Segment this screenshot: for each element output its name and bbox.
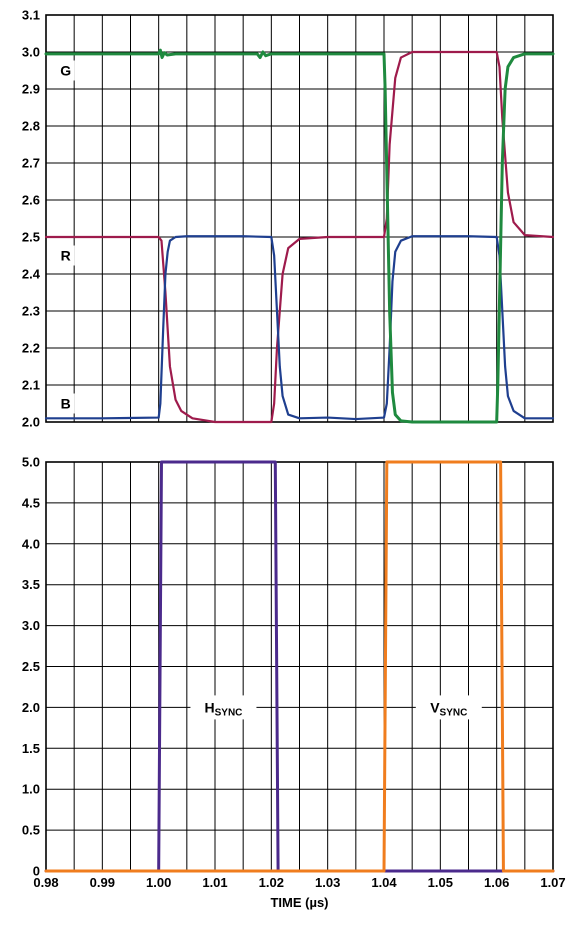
rgb-panel-ytick-label: 2.9 bbox=[22, 82, 40, 97]
rgb-panel-ytick-label: 2.5 bbox=[22, 230, 40, 245]
sync-panel-ytick-label: 4.5 bbox=[22, 495, 40, 510]
rgb-panel-ytick-label: 2.7 bbox=[22, 156, 40, 171]
rgb-panel-ytick-label: 2.1 bbox=[22, 378, 40, 393]
sync-panel-ytick-label: 1.5 bbox=[22, 741, 40, 756]
rgb-panel-annotation-label: B bbox=[61, 396, 71, 412]
sync-panel-xtick-label: 1.02 bbox=[259, 875, 284, 890]
sync-panel-ytick-label: 0 bbox=[33, 864, 40, 879]
sync-panel-xtick-label: 1.00 bbox=[146, 875, 171, 890]
rgb-panel-frame bbox=[45, 14, 554, 423]
rgb-panel-ytick-label: 2.3 bbox=[22, 304, 40, 319]
rgb-panel-annotation-label: G bbox=[60, 63, 71, 79]
rgb-panel-annotation-bg bbox=[56, 245, 75, 266]
rgb-panel-annotation-label: R bbox=[61, 248, 71, 264]
sync-panel-xtick-label: 0.99 bbox=[90, 875, 115, 890]
sync-panel-ytick-label: 5.0 bbox=[22, 455, 40, 470]
rgb-panel-ytick-label: 3.1 bbox=[22, 8, 40, 23]
rgb-panel-ytick-label: 3.0 bbox=[22, 45, 40, 60]
sync-panel-annotation-bg bbox=[415, 695, 482, 720]
rgb-panel-ytick-label: 2.6 bbox=[22, 193, 40, 208]
sync-panel-xaxis-label: TIME (µs) bbox=[270, 895, 328, 910]
sync-panel-ytick-label: 4.0 bbox=[22, 536, 40, 551]
sync-panel-xtick-label: 1.01 bbox=[202, 875, 227, 890]
rgb-panel-ytick-label: 2.8 bbox=[22, 119, 40, 134]
sync-panel-xtick-label: 0.98 bbox=[33, 875, 58, 890]
sync-panel-xtick-label: 1.04 bbox=[371, 875, 397, 890]
sync-panel-xtick-label: 1.06 bbox=[484, 875, 509, 890]
sync-panel-annotation-bg bbox=[190, 695, 257, 720]
sync-panel-xtick-label: 1.07 bbox=[540, 875, 565, 890]
sync-panel-ytick-label: 1.0 bbox=[22, 782, 40, 797]
rgb-panel-ytick-label: 2.0 bbox=[22, 415, 40, 430]
sync-panel-ytick-label: 2.0 bbox=[22, 700, 40, 715]
sync-panel-ytick-label: 3.0 bbox=[22, 618, 40, 633]
rgb-panel: 2.0 2.1 2.2 2.3 2.4 2.5 2.6 2.7 2.8 2.9 3.0 3.1 G R B bbox=[22, 8, 555, 430]
rgb-panel-annotation-bg bbox=[56, 393, 75, 414]
sync-panel-ytick-label: 3.5 bbox=[22, 577, 40, 592]
sync-panel-xtick-label: 1.05 bbox=[428, 875, 453, 890]
sync-panel-ytick-label: 2.5 bbox=[22, 659, 40, 674]
sync-panel-xtick-label: 1.03 bbox=[315, 875, 340, 890]
sync-panel-series-line-2 bbox=[44, 460, 555, 873]
rgb-panel-annotation-bg bbox=[56, 60, 75, 81]
rgb-panel-series-line-3 bbox=[44, 48, 555, 424]
sync-panel-ytick-label: 0.5 bbox=[22, 823, 40, 838]
rgb-panel-ytick-label: 2.2 bbox=[22, 341, 40, 356]
rgb-panel-ytick-label: 2.4 bbox=[22, 267, 41, 282]
rgb-panel-series-line-1 bbox=[44, 50, 555, 424]
